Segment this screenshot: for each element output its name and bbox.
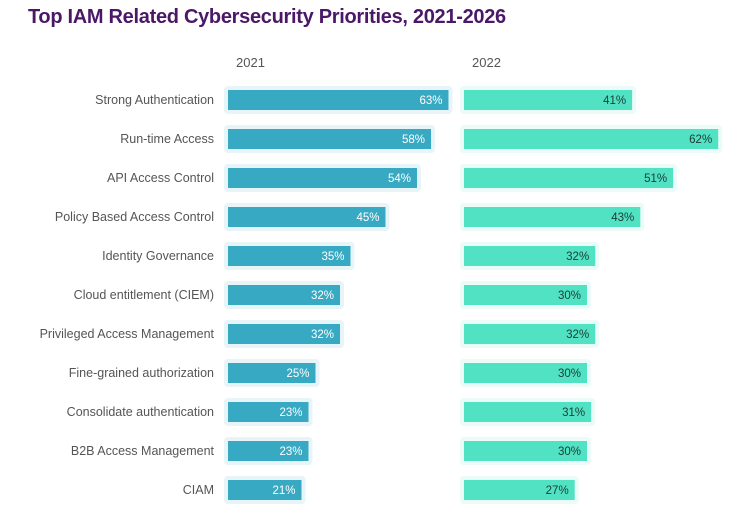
category-label: B2B Access Management [71, 444, 215, 458]
bar-2021-10 [228, 480, 302, 500]
data-label: 32% [311, 329, 334, 341]
bar-2022-8 [464, 402, 592, 422]
data-label: 63% [419, 95, 442, 107]
data-label: 54% [388, 173, 411, 185]
data-label: 30% [558, 290, 581, 302]
data-label: 30% [558, 446, 581, 458]
bar-2022-1 [464, 129, 719, 149]
bar-2021-8 [228, 402, 309, 422]
category-label: CIAM [183, 483, 214, 497]
bar-2022-6 [464, 324, 596, 344]
bar-2021-2 [228, 168, 417, 188]
bar-2021-3 [228, 207, 386, 227]
category-label: Consolidate authentication [67, 405, 214, 419]
bar-2022-3 [464, 207, 641, 227]
data-label: 31% [562, 407, 585, 419]
bar-2021-4 [228, 246, 351, 266]
data-label: 23% [279, 407, 302, 419]
bar-2022-0 [464, 90, 633, 110]
data-label: 35% [321, 251, 344, 263]
bar-2022-7 [464, 363, 587, 383]
category-label: Privileged Access Management [40, 327, 215, 341]
data-label: 41% [603, 95, 626, 107]
category-label: Identity Governance [102, 249, 214, 263]
data-label: 58% [402, 134, 425, 146]
data-label: 32% [566, 251, 589, 263]
data-label: 30% [558, 368, 581, 380]
bar-2021-5 [228, 285, 340, 305]
data-label: 32% [311, 290, 334, 302]
data-label: 32% [566, 329, 589, 341]
category-label: Cloud entitlement (CIEM) [74, 288, 214, 302]
data-label: 62% [689, 134, 712, 146]
bar-2021-6 [228, 324, 340, 344]
data-label: 23% [279, 446, 302, 458]
series-header-2021: 2021 [236, 55, 265, 70]
bar-2021-9 [228, 441, 309, 461]
bar-2022-10 [464, 480, 575, 500]
bar-2021-1 [228, 129, 431, 149]
bar-2021-7 [228, 363, 316, 383]
data-label: 21% [272, 485, 295, 497]
data-label: 27% [546, 485, 569, 497]
chart-title: Top IAM Related Cybersecurity Priorities… [28, 6, 506, 28]
category-label: Run-time Access [120, 132, 214, 146]
bar-2022-9 [464, 441, 587, 461]
data-label: 43% [611, 212, 634, 224]
category-label: Strong Authentication [95, 93, 214, 107]
category-label: API Access Control [107, 171, 214, 185]
data-label: 25% [286, 368, 309, 380]
category-label: Fine-grained authorization [69, 366, 214, 380]
bar-2022-2 [464, 168, 674, 188]
bar-2022-5 [464, 285, 587, 305]
bar-2021-0 [228, 90, 449, 110]
data-label: 51% [644, 173, 667, 185]
bar-2022-4 [464, 246, 596, 266]
category-label: Policy Based Access Control [55, 210, 214, 224]
series-header-2022: 2022 [472, 55, 501, 70]
data-label: 45% [356, 212, 379, 224]
